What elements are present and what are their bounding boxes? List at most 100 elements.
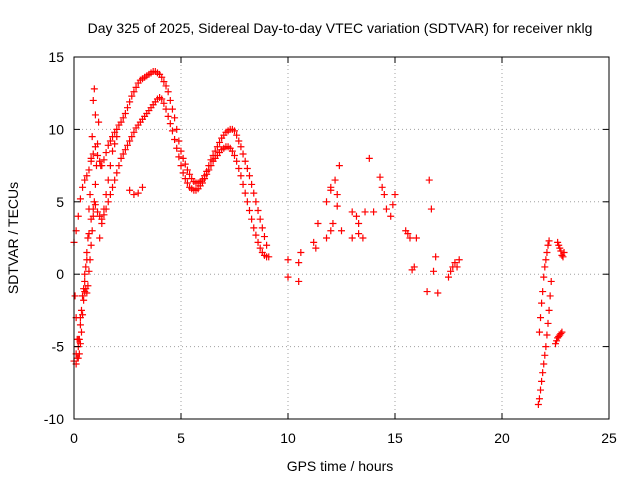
data-point bbox=[355, 230, 363, 238]
data-point bbox=[355, 220, 363, 228]
data-point bbox=[260, 233, 268, 241]
data-point bbox=[183, 166, 191, 174]
data-point bbox=[231, 151, 238, 159]
data-point bbox=[175, 153, 183, 161]
series-late-arcs bbox=[534, 237, 568, 409]
data-point bbox=[96, 234, 104, 242]
data-point bbox=[91, 111, 99, 119]
chart-title: Day 325 of 2025, Sidereal Day-to-day VTE… bbox=[88, 20, 593, 36]
data-point bbox=[160, 99, 168, 107]
data-point bbox=[327, 227, 335, 235]
data-point bbox=[370, 208, 378, 216]
data-point bbox=[263, 241, 271, 249]
data-point bbox=[333, 191, 341, 199]
data-point bbox=[430, 267, 438, 275]
data-point bbox=[233, 131, 241, 139]
data-point bbox=[327, 183, 335, 191]
series-sparse-mid bbox=[284, 154, 463, 297]
data-point bbox=[348, 234, 356, 242]
data-point bbox=[250, 189, 258, 197]
data-point bbox=[74, 212, 82, 220]
data-point bbox=[177, 147, 185, 155]
y-tick-label: 10 bbox=[48, 121, 64, 137]
data-point bbox=[119, 150, 127, 158]
data-point bbox=[297, 248, 305, 256]
data-point bbox=[211, 147, 219, 155]
data-point bbox=[84, 282, 92, 290]
data-point bbox=[77, 306, 85, 314]
data-point bbox=[104, 198, 112, 206]
data-point bbox=[380, 191, 388, 199]
data-point bbox=[119, 114, 127, 122]
data-point bbox=[203, 170, 211, 178]
data-point bbox=[164, 88, 172, 96]
data-point bbox=[243, 164, 251, 172]
data-point bbox=[382, 205, 390, 213]
data-point bbox=[310, 238, 318, 246]
data-point bbox=[83, 172, 91, 180]
data-point bbox=[434, 289, 442, 297]
data-point bbox=[75, 350, 83, 358]
data-point bbox=[104, 176, 112, 184]
data-point bbox=[83, 289, 91, 297]
data-point bbox=[117, 154, 125, 162]
data-point bbox=[81, 270, 89, 278]
data-point bbox=[361, 208, 369, 216]
data-point bbox=[284, 256, 292, 264]
data-point bbox=[252, 231, 260, 239]
data-point bbox=[173, 125, 181, 133]
series-main-arc-lower bbox=[70, 94, 273, 365]
data-point bbox=[538, 299, 546, 307]
data-point bbox=[166, 120, 174, 128]
data-point bbox=[89, 212, 97, 220]
series-main-arc-upper bbox=[70, 67, 271, 249]
data-point bbox=[113, 125, 121, 133]
data-point bbox=[543, 331, 551, 339]
data-point bbox=[558, 328, 566, 336]
plot-frame bbox=[73, 56, 610, 420]
data-point bbox=[87, 154, 95, 162]
data-point bbox=[186, 170, 194, 178]
data-point bbox=[534, 401, 542, 409]
data-point bbox=[94, 208, 102, 216]
data-point bbox=[233, 157, 241, 165]
data-point bbox=[77, 328, 85, 336]
data-point bbox=[295, 259, 303, 267]
y-tick-label: 5 bbox=[56, 194, 64, 210]
x-tick-label: 20 bbox=[494, 430, 510, 446]
data-point bbox=[245, 206, 253, 214]
data-point bbox=[85, 267, 93, 275]
data-point bbox=[323, 234, 331, 242]
data-point bbox=[181, 175, 189, 183]
data-point bbox=[451, 259, 459, 267]
data-point bbox=[312, 244, 320, 252]
data-point bbox=[239, 180, 247, 188]
data-point bbox=[128, 92, 136, 100]
data-point bbox=[132, 83, 140, 91]
data-point bbox=[175, 137, 183, 145]
data-point bbox=[376, 173, 384, 181]
data-point bbox=[83, 256, 91, 264]
data-point bbox=[126, 98, 134, 106]
data-point bbox=[425, 176, 433, 184]
data-point bbox=[323, 198, 331, 206]
data-point bbox=[412, 234, 420, 242]
data-point bbox=[88, 133, 96, 141]
data-point bbox=[126, 137, 134, 145]
data-point bbox=[427, 205, 435, 213]
data-point bbox=[106, 137, 114, 145]
data-point bbox=[88, 227, 96, 235]
data-point bbox=[106, 162, 114, 170]
data-point bbox=[71, 292, 79, 300]
data-point bbox=[113, 133, 121, 141]
data-point bbox=[241, 189, 249, 197]
data-point bbox=[216, 138, 224, 146]
data-point bbox=[559, 253, 567, 261]
data-point bbox=[104, 141, 112, 149]
data-point bbox=[254, 238, 262, 246]
y-tick-label: -10 bbox=[44, 411, 64, 427]
data-point bbox=[545, 237, 553, 245]
data-point bbox=[359, 234, 367, 242]
data-point bbox=[445, 273, 452, 281]
data-point bbox=[243, 198, 251, 206]
